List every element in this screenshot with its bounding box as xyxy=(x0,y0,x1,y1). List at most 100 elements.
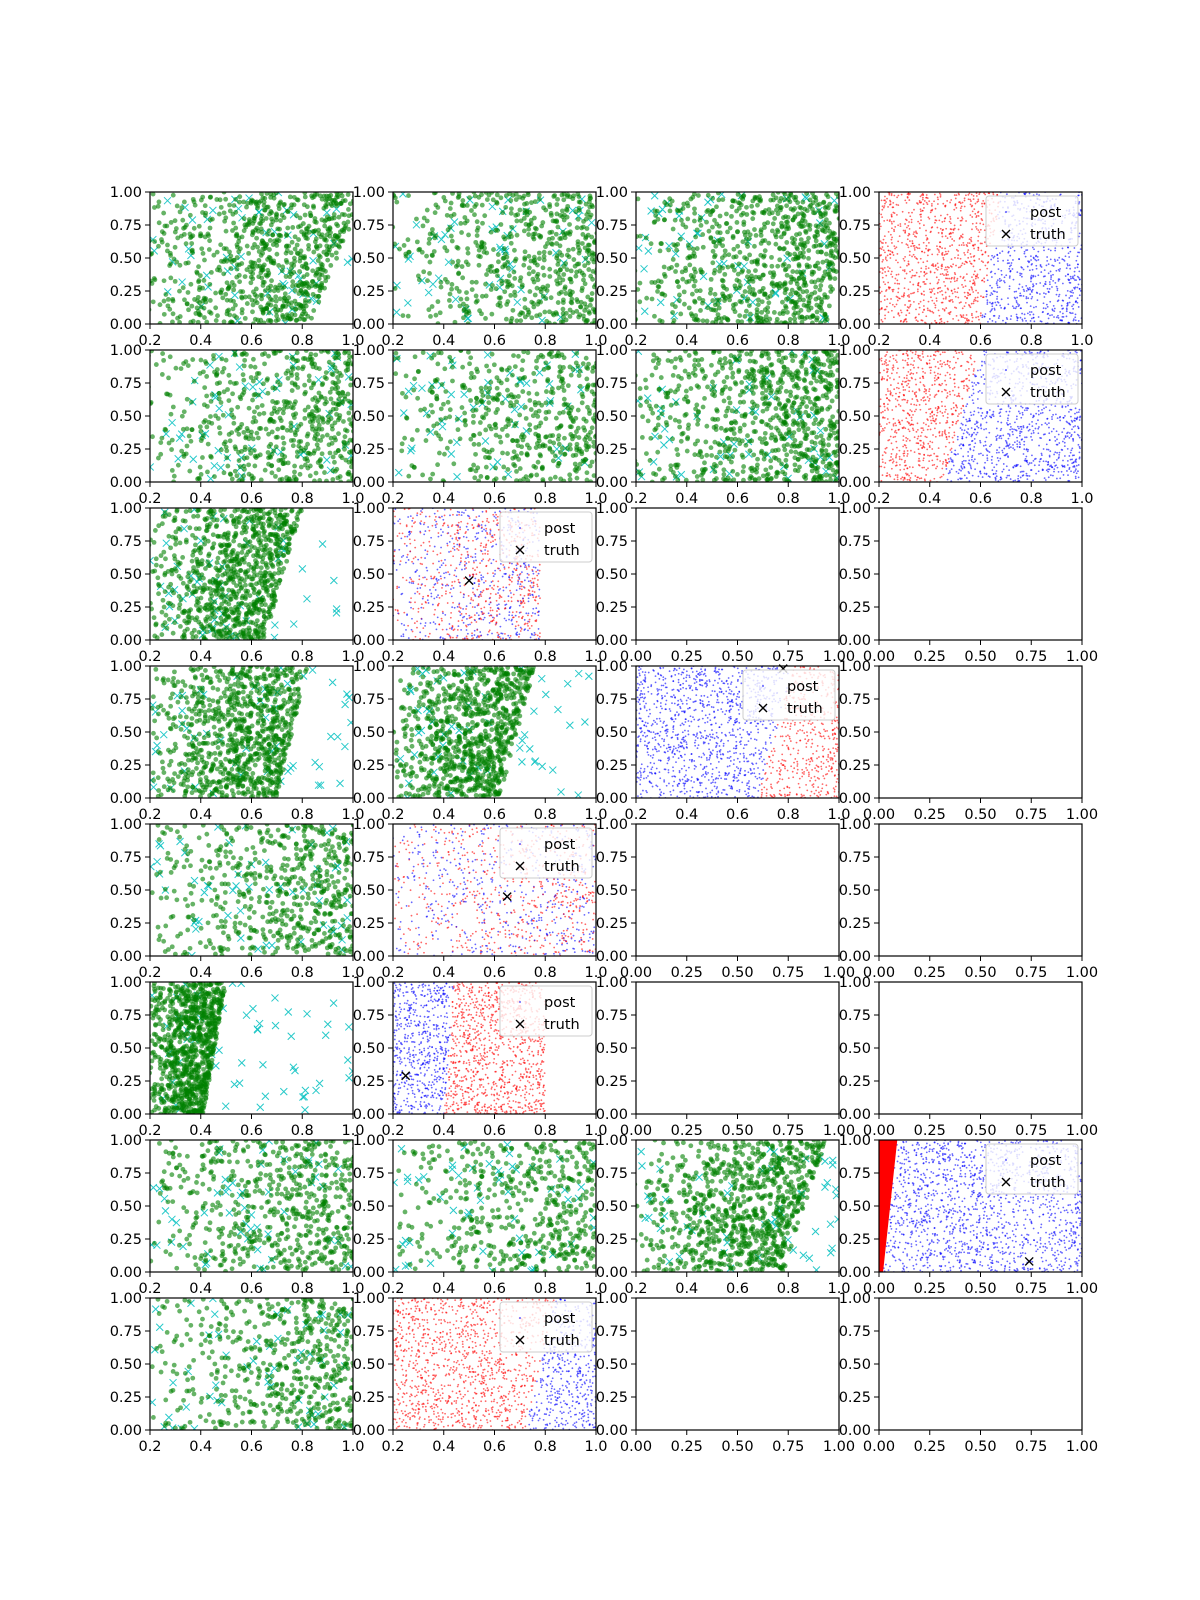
data-point xyxy=(691,316,697,322)
x-tick-label: 1.0 xyxy=(1070,333,1093,349)
cross-point xyxy=(189,455,198,464)
data-point xyxy=(772,216,778,221)
data-point xyxy=(653,213,659,218)
posterior-sample xyxy=(909,281,912,283)
posterior-sample xyxy=(1044,275,1046,278)
data-point xyxy=(207,238,212,244)
posterior-sample xyxy=(960,264,963,267)
posterior-sample xyxy=(1007,297,1009,300)
data-point xyxy=(792,320,798,324)
data-point xyxy=(548,210,554,216)
data-point xyxy=(185,363,191,369)
data-point xyxy=(424,218,430,224)
data-point xyxy=(541,253,547,259)
data-point xyxy=(263,216,269,221)
posterior-sample xyxy=(1067,273,1070,276)
posterior-sample xyxy=(894,282,896,285)
data-point xyxy=(235,244,240,250)
data-point xyxy=(237,199,242,205)
data-point xyxy=(557,280,563,286)
posterior-sample xyxy=(896,299,899,302)
posterior-sample xyxy=(937,198,939,201)
posterior-sample xyxy=(958,237,961,240)
data-point xyxy=(197,424,203,430)
posterior-sample xyxy=(965,244,968,246)
data-point xyxy=(501,234,507,240)
data-point xyxy=(524,212,530,218)
data-point xyxy=(806,255,811,261)
data-point xyxy=(284,248,290,254)
data-point xyxy=(716,315,722,321)
posterior-sample xyxy=(961,262,964,265)
posterior-sample xyxy=(959,202,962,205)
data-point xyxy=(749,203,755,209)
posterior-sample xyxy=(1012,259,1014,261)
data-point xyxy=(634,216,639,221)
posterior-sample xyxy=(981,219,984,222)
data-point xyxy=(818,210,823,216)
posterior-sample xyxy=(996,300,999,303)
data-point xyxy=(229,259,235,265)
data-point xyxy=(248,363,254,369)
data-point xyxy=(746,279,752,285)
posterior-sample xyxy=(1055,316,1058,319)
posterior-sample xyxy=(1021,319,1024,322)
data-point xyxy=(291,269,297,275)
x-tick-label: 0.6 xyxy=(969,333,992,349)
posterior-sample xyxy=(970,287,973,289)
posterior-sample xyxy=(911,269,914,271)
cross-point xyxy=(640,264,648,273)
data-point xyxy=(346,226,352,232)
data-point xyxy=(547,309,552,315)
posterior-sample xyxy=(1079,248,1082,251)
data-point xyxy=(790,217,796,223)
posterior-sample xyxy=(897,273,900,276)
posterior-sample xyxy=(905,243,908,246)
data-point xyxy=(799,314,805,320)
data-point xyxy=(393,241,398,247)
data-point xyxy=(503,251,508,257)
posterior-sample xyxy=(1030,277,1033,279)
data-point xyxy=(630,317,635,322)
posterior-sample xyxy=(936,282,939,285)
posterior-sample xyxy=(954,306,956,309)
data-point xyxy=(791,241,797,247)
posterior-sample xyxy=(900,311,903,314)
data-point xyxy=(697,217,703,223)
data-point xyxy=(465,321,471,324)
data-point xyxy=(156,199,162,205)
data-point xyxy=(783,266,789,272)
posterior-sample xyxy=(1057,314,1059,317)
data-point xyxy=(312,478,317,482)
posterior-sample xyxy=(999,252,1001,254)
data-point xyxy=(833,243,838,249)
data-point xyxy=(694,246,700,251)
posterior-sample xyxy=(939,194,942,196)
data-point xyxy=(170,319,175,324)
data-point xyxy=(649,296,655,302)
data-point xyxy=(261,262,267,268)
x-tick-label: 1.0 xyxy=(827,333,850,349)
posterior-sample xyxy=(990,302,993,305)
data-point xyxy=(336,379,342,384)
posterior-sample xyxy=(925,267,927,270)
data-point xyxy=(415,273,421,279)
data-point xyxy=(292,312,298,318)
data-point xyxy=(715,301,721,307)
data-point xyxy=(346,350,352,356)
data-point xyxy=(739,212,744,218)
posterior-sample xyxy=(972,198,975,200)
data-point xyxy=(336,397,342,402)
data-point xyxy=(280,435,286,441)
posterior-sample xyxy=(1068,297,1071,299)
data-point xyxy=(735,318,741,324)
data-point xyxy=(403,253,409,259)
posterior-sample xyxy=(897,287,900,290)
data-point xyxy=(508,321,514,324)
data-point xyxy=(276,232,282,238)
posterior-sample xyxy=(943,309,946,312)
data-point xyxy=(631,195,636,200)
data-point xyxy=(813,296,819,302)
data-point xyxy=(692,299,698,305)
